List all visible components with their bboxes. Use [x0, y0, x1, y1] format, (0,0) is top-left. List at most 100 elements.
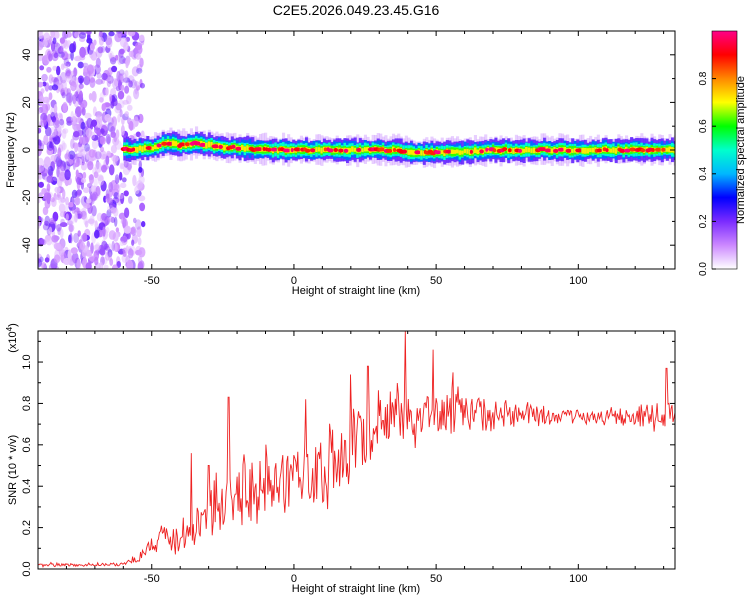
noise-blob	[105, 155, 110, 166]
signal-cell	[522, 148, 526, 153]
spectrogram-y-label: Frequency (Hz)	[5, 112, 17, 188]
colorbar-tick-label: 0.8	[698, 71, 709, 85]
noise-blob	[52, 65, 58, 71]
noise-blob	[122, 99, 129, 105]
noise-blob	[43, 220, 49, 226]
noise-blob	[62, 31, 67, 40]
noise-blob	[128, 195, 133, 204]
signal-peak	[629, 147, 636, 152]
noise-blob	[133, 88, 140, 100]
noise-blob	[65, 202, 69, 213]
noise-blob	[119, 240, 125, 246]
noise-blob	[136, 67, 143, 74]
signal-peak	[445, 149, 452, 154]
signal-cell	[530, 148, 534, 153]
noise-blob	[38, 164, 42, 176]
noise-blob	[135, 131, 141, 138]
noise-blob	[50, 107, 56, 118]
noise-blob	[115, 227, 120, 233]
spectrogram-signal-layer	[120, 126, 675, 169]
noise-blob	[124, 207, 130, 219]
signal-peak	[557, 147, 565, 152]
noise-blob	[67, 220, 73, 226]
noise-blob	[70, 247, 78, 255]
spectrogram-panel: -50 0 50 100 -40 -20 0 20 40 Height of straight…	[5, 30, 676, 297]
noise-blob	[46, 183, 51, 192]
noise-blob	[114, 216, 118, 227]
signal-peak	[198, 142, 207, 147]
noise-blob	[40, 88, 45, 94]
snr-y-label: SNR (10 * v/v)	[7, 435, 19, 505]
noise-blob	[104, 114, 111, 122]
noise-blob	[136, 64, 143, 72]
noise-blob	[122, 251, 127, 257]
noise-blob	[59, 222, 68, 228]
snr-x-ticks: -50 0 50 100	[37, 331, 665, 585]
noise-blob	[122, 77, 131, 83]
noise-blob	[111, 65, 118, 73]
noise-blob	[121, 177, 127, 183]
noise-blob	[57, 46, 64, 55]
signal-peak	[651, 148, 655, 152]
noise-blob	[92, 92, 96, 104]
colorbar: 0.0 0.2 0.4 0.6 0.8 Normalized spectral ampl…	[698, 30, 747, 276]
noise-blob	[96, 72, 102, 79]
noise-blob	[79, 77, 83, 85]
noise-blob	[49, 263, 57, 269]
noise-blob	[81, 107, 86, 116]
noise-blob	[73, 56, 82, 62]
noise-blob	[78, 83, 84, 89]
noise-blob	[127, 248, 134, 259]
noise-blob	[135, 219, 142, 230]
noise-blob	[108, 31, 115, 37]
signal-cell	[243, 146, 247, 152]
noise-blob	[48, 92, 53, 101]
noise-blob	[110, 131, 116, 138]
noise-blob	[56, 124, 61, 132]
noise-blob	[127, 31, 136, 37]
signal-cell	[317, 147, 321, 152]
noise-blob	[85, 262, 92, 269]
noise-blob	[38, 258, 42, 268]
noise-blob	[53, 52, 59, 59]
signal-cell	[525, 147, 529, 153]
noise-blob	[94, 151, 102, 160]
noise-blob	[49, 217, 55, 225]
signal-cell	[466, 148, 470, 154]
noise-blob	[111, 240, 115, 252]
noise-blob	[63, 257, 71, 266]
noise-blob	[53, 31, 60, 39]
noise-blob	[128, 80, 133, 88]
signal-peak	[575, 148, 583, 153]
signal-cell	[609, 148, 613, 153]
noise-blob	[61, 128, 67, 139]
noise-blob	[62, 188, 66, 199]
noise-blob	[89, 77, 96, 89]
noise-blob	[121, 253, 128, 263]
noise-blob	[128, 50, 134, 58]
signal-cell	[136, 147, 140, 153]
noise-blob	[114, 32, 122, 43]
signal-peak	[434, 150, 442, 155]
noise-blob	[38, 174, 42, 180]
noise-blob	[39, 165, 46, 174]
noise-blob	[39, 256, 44, 263]
signal-peak	[145, 146, 153, 150]
noise-blob	[127, 104, 133, 111]
noise-blob	[138, 175, 145, 185]
signal-peak	[218, 144, 224, 149]
noise-blob	[141, 221, 146, 228]
noise-blob	[68, 201, 74, 208]
noise-blob	[60, 239, 65, 248]
noise-blob	[76, 176, 81, 185]
snr-y-multiplier-base: (x10	[7, 331, 19, 352]
signal-cell	[407, 149, 411, 155]
noise-blob	[68, 159, 74, 165]
signal-peak	[338, 148, 344, 153]
noise-blob	[41, 103, 49, 115]
noise-blob	[83, 187, 90, 194]
signal-peak	[469, 149, 473, 154]
noise-blob	[72, 142, 79, 149]
noise-blob	[86, 198, 92, 204]
signal-peak	[165, 141, 173, 146]
